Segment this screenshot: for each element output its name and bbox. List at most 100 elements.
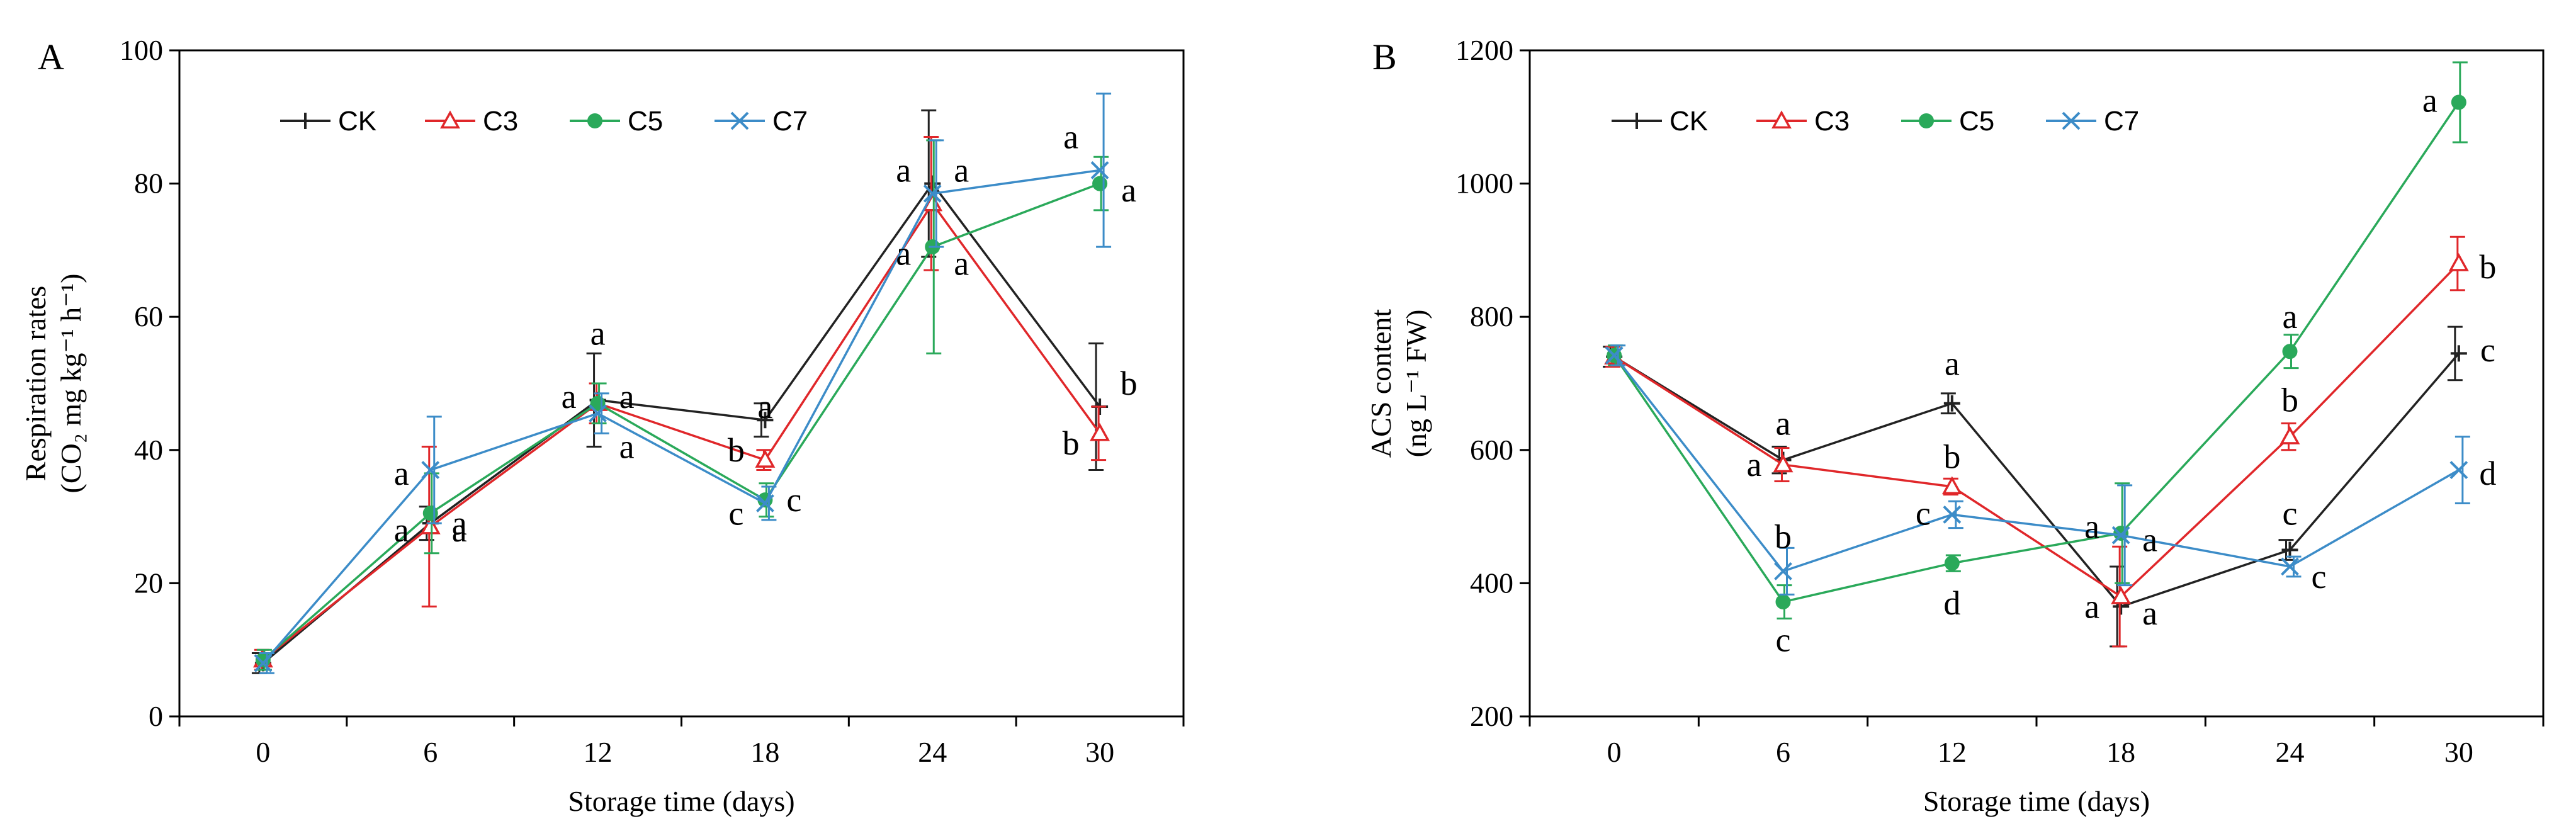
data-point [1941, 476, 1962, 495]
x-tick-label: 0 [256, 736, 270, 768]
data-point [756, 494, 774, 512]
data-point [420, 516, 441, 534]
significance-letter: c [2312, 558, 2327, 596]
significance-letter: b [2479, 248, 2496, 286]
significance-letter: a [896, 151, 911, 189]
x-axis-title: Storage time (days) [1923, 785, 2150, 817]
data-point [421, 461, 440, 479]
x-tick-label: 30 [1085, 736, 1114, 768]
significance-letter: a [2422, 81, 2438, 119]
panel-label: B [1372, 37, 1397, 77]
series-line [262, 169, 1100, 664]
significance-letter: b [1121, 365, 1138, 402]
data-point [2279, 426, 2300, 444]
y-tick-label: 80 [134, 167, 163, 200]
legend-label: C7 [2104, 106, 2139, 137]
significance-letter: a [1776, 404, 1791, 442]
significance-letter: c [1916, 494, 1931, 532]
x-tick-label: 30 [2444, 736, 2473, 768]
significance-letter: d [2479, 455, 2496, 492]
data-point [2113, 526, 2129, 541]
x-axis-title: Storage time (days) [568, 785, 794, 817]
y-tick-label: 600 [1470, 434, 1513, 466]
series-line [1613, 101, 2460, 603]
y-tick-label: 1200 [1455, 34, 1513, 66]
significance-letter: a [1945, 344, 1960, 382]
data-point [2281, 557, 2299, 576]
y-tick-label: 1000 [1455, 167, 1513, 200]
x-tick-label: 24 [2276, 736, 2305, 768]
significance-letter: d [1943, 584, 1960, 622]
significance-letter: c [1776, 621, 1791, 659]
x-tick-label: 18 [2106, 736, 2135, 768]
data-point [2282, 344, 2298, 359]
series-line [1613, 353, 2460, 608]
x-tick-label: 12 [584, 736, 613, 768]
x-tick-label: 18 [750, 736, 779, 768]
significance-letter: a [590, 315, 606, 353]
legend-label: C5 [628, 106, 663, 137]
panel-a: 0 20 40 60 80 100 0 6 12 18 24 30 Storage time (days… [20, 34, 1185, 817]
series-line [1613, 354, 2460, 573]
legend: CK C3 C5 C7 [1612, 106, 2139, 137]
y-tick-label: 20 [134, 567, 163, 599]
y-tick-label: 60 [134, 300, 163, 332]
data-point [1092, 176, 1108, 191]
significance-letter: b [728, 431, 745, 469]
legend-marker [730, 111, 749, 130]
x-tick-label: 6 [1776, 736, 1790, 768]
significance-letter: a [954, 245, 969, 283]
legend-label: C7 [772, 106, 808, 137]
y-axis-title-line2: (ng L⁻¹ FW) [1400, 310, 1432, 458]
data-point [757, 412, 774, 429]
legend-marker [440, 110, 460, 129]
significance-letter: a [562, 378, 577, 416]
data-point [1943, 395, 1960, 412]
y-tick-label: 800 [1470, 300, 1513, 332]
y-tick-label: 0 [149, 700, 163, 732]
series-c7 [254, 93, 1112, 674]
data-point [1090, 422, 1110, 441]
significance-letter: a [2142, 521, 2157, 559]
data-point [1944, 555, 1960, 571]
y-axis-title-line1: Respiration rates [20, 286, 52, 481]
data-point [1774, 562, 1792, 580]
panel-label: A [38, 37, 64, 77]
x-tick-label: 12 [1938, 736, 1967, 768]
data-point [924, 175, 941, 192]
series-c7 [1605, 344, 2470, 596]
significance-letter: b [2281, 381, 2298, 419]
data-point [2449, 461, 2468, 479]
data-point [2450, 345, 2467, 362]
significance-letter: a [619, 428, 635, 466]
significance-letter: a [452, 511, 467, 549]
error-bar [2286, 555, 2302, 578]
y-axis-title-line1: ACS content [1365, 309, 1397, 458]
legend-marker [297, 113, 314, 129]
y-tick-label: 40 [134, 434, 163, 466]
legend-marker [2062, 111, 2081, 130]
legend-label: C3 [1814, 106, 1850, 137]
legend-label: CK [338, 106, 376, 137]
series-line [262, 201, 1101, 661]
significance-letter: a [2283, 298, 2298, 336]
y-tick-label: 200 [1470, 700, 1513, 732]
significance-letter: a [896, 235, 911, 273]
significance-letter: c [786, 481, 801, 519]
significance-letter: a [394, 455, 409, 492]
data-point [1943, 506, 1962, 524]
legend-marker [587, 113, 602, 128]
significance-letter: b [1063, 424, 1080, 462]
significance-letter: a [1063, 118, 1078, 156]
significance-letter: a [452, 504, 467, 542]
legend-label: C3 [483, 106, 518, 137]
error-bar [1096, 93, 1112, 248]
panel-b: 200 400 600 800 1000 1200 0 6 12 18 24 30 Storage ti… [1365, 34, 2545, 817]
significance-letter: b [1943, 438, 1960, 475]
significance-letter: a [394, 511, 409, 549]
data-point [2281, 541, 2298, 558]
error-bar [1779, 546, 1795, 596]
x-tick-label: 0 [1607, 736, 1622, 768]
